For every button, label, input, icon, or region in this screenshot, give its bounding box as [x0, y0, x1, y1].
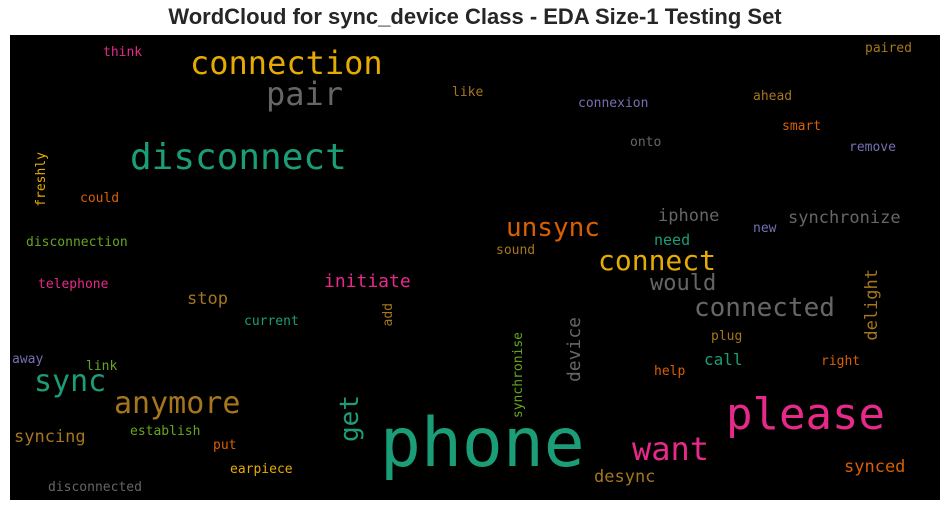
word-phone: phone [380, 404, 585, 483]
word-onto: onto [630, 135, 662, 150]
word-stop: stop [187, 289, 228, 309]
word-get: get [335, 395, 365, 442]
word-disconnection: disconnection [26, 235, 128, 250]
word-synchronize: synchronize [788, 208, 901, 228]
word-device: device [564, 317, 585, 383]
word-need: need [654, 231, 691, 249]
word-please: please [726, 389, 885, 440]
word-desync: desync [594, 467, 656, 487]
word-could: could [80, 191, 120, 206]
word-initiate: initiate [324, 271, 411, 292]
word-want: want [632, 430, 710, 468]
word-establish: establish [130, 424, 201, 439]
word-call: call [704, 350, 743, 369]
word-syncing: syncing [14, 427, 86, 447]
word-link: link [86, 359, 118, 374]
word-new: new [753, 221, 777, 236]
word-think: think [103, 45, 143, 60]
word-would: would [650, 271, 717, 296]
word-disconnect: disconnect [130, 137, 347, 178]
word-help: help [654, 364, 686, 379]
word-sync: sync [34, 364, 107, 399]
word-connexion: connexion [578, 96, 649, 111]
word-remove: remove [849, 140, 896, 155]
word-add: add [381, 303, 396, 327]
word-earpiece: earpiece [230, 462, 293, 477]
word-like: like [452, 85, 484, 100]
word-anymore: anymore [114, 386, 241, 421]
word-connect: connect [598, 244, 717, 277]
word-put: put [213, 438, 237, 453]
word-away: away [12, 352, 44, 367]
word-unsync: unsync [506, 213, 600, 243]
word-right: right [821, 354, 861, 369]
word-iphone: iphone [658, 206, 720, 226]
chart-title: WordCloud for sync_device Class - EDA Si… [168, 4, 782, 29]
word-current: current [244, 314, 299, 329]
wordcloud-canvas: phone please disconnect connection pair sync a… [10, 35, 940, 500]
word-ahead: ahead [753, 89, 793, 104]
word-plug: plug [711, 329, 743, 344]
word-telephone: telephone [38, 277, 109, 292]
word-connected: connected [694, 293, 835, 323]
word-paired: paired [865, 41, 912, 56]
word-sound: sound [496, 243, 536, 258]
word-disconnected: disconnected [48, 480, 142, 495]
word-synced: synced [844, 457, 906, 477]
word-pair: pair [266, 75, 344, 113]
word-freshly: freshly [34, 152, 49, 207]
word-synchronise: synchronise [511, 332, 526, 419]
word-smart: smart [782, 119, 822, 134]
word-connection: connection [190, 44, 383, 82]
word-delight: delight [862, 269, 882, 341]
